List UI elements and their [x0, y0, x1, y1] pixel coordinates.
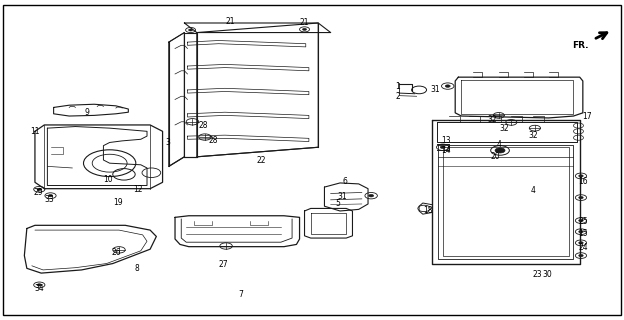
Text: 32: 32: [488, 115, 497, 124]
Text: 31: 31: [337, 192, 347, 201]
Text: 21: 21: [300, 18, 310, 27]
Text: 25: 25: [578, 217, 588, 226]
Circle shape: [578, 196, 583, 199]
Text: 27: 27: [219, 260, 228, 269]
Text: 10: 10: [103, 175, 112, 184]
Circle shape: [37, 284, 42, 286]
Circle shape: [578, 242, 583, 244]
Circle shape: [578, 220, 583, 222]
Text: 2: 2: [396, 92, 400, 101]
Text: 26: 26: [111, 248, 120, 257]
Text: 31: 31: [431, 85, 440, 94]
Text: 23: 23: [532, 269, 542, 279]
Text: 18: 18: [423, 206, 432, 215]
Circle shape: [441, 146, 446, 148]
Text: 4: 4: [496, 140, 501, 149]
Text: 29: 29: [33, 188, 43, 197]
Circle shape: [188, 29, 193, 31]
Text: 34: 34: [34, 284, 44, 292]
Text: 6: 6: [343, 177, 348, 186]
Text: 17: 17: [582, 112, 592, 121]
Text: 8: 8: [134, 264, 139, 274]
Text: 19: 19: [113, 197, 122, 206]
Circle shape: [495, 148, 505, 153]
Circle shape: [369, 195, 374, 197]
Text: 13: 13: [441, 136, 451, 145]
Text: 28: 28: [209, 136, 218, 145]
Circle shape: [578, 175, 583, 177]
Text: 12: 12: [133, 185, 142, 194]
Text: 32: 32: [499, 124, 509, 133]
Text: 28: 28: [198, 121, 208, 130]
Text: 16: 16: [578, 177, 588, 186]
Circle shape: [303, 28, 306, 30]
Text: 14: 14: [441, 146, 451, 155]
Text: 21: 21: [225, 17, 235, 26]
Text: 7: 7: [238, 290, 243, 299]
Text: 20: 20: [491, 152, 500, 161]
Circle shape: [48, 195, 53, 197]
Text: 32: 32: [528, 131, 538, 140]
Text: 24: 24: [578, 243, 588, 252]
Text: 15: 15: [578, 229, 588, 238]
Text: 4: 4: [530, 186, 535, 195]
Circle shape: [578, 230, 583, 233]
Text: FR.: FR.: [573, 42, 589, 51]
Text: 33: 33: [44, 195, 54, 204]
Text: 9: 9: [84, 108, 89, 117]
Text: 22: 22: [256, 156, 266, 165]
Text: 11: 11: [30, 127, 40, 136]
Circle shape: [37, 188, 42, 190]
Circle shape: [578, 254, 583, 257]
Text: 5: 5: [336, 199, 341, 208]
Text: 3: 3: [165, 138, 170, 147]
Text: 30: 30: [542, 269, 552, 279]
Circle shape: [446, 85, 451, 87]
Text: 1: 1: [396, 82, 400, 91]
